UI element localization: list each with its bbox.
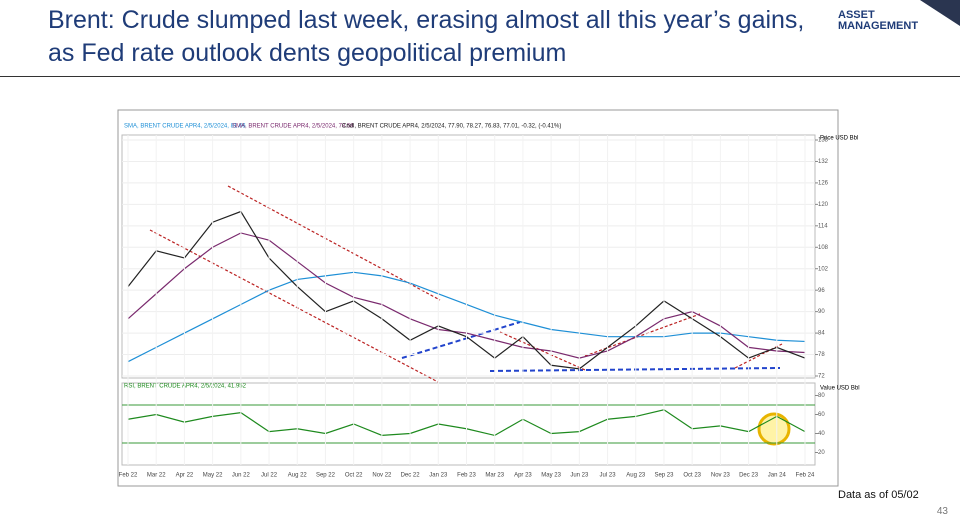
x-tick-label: Nov 23 <box>711 473 731 479</box>
price-panel <box>121 134 816 379</box>
y-tick-label: 90 <box>818 309 825 315</box>
y-tick-label: 60 <box>818 412 825 418</box>
x-tick-label: Jan 23 <box>429 473 448 479</box>
support-2 <box>489 367 781 372</box>
y-tick-label: 102 <box>818 266 829 272</box>
x-tick-label: Feb 22 <box>119 473 138 479</box>
y-tick-label: 114 <box>818 223 828 229</box>
rsi-panel <box>121 382 816 466</box>
page-number: 43 <box>936 506 948 517</box>
trendlines <box>149 185 783 383</box>
x-tick-label: Apr 22 <box>176 473 194 479</box>
legend-entry: Cndl, BRENT CRUDE APR4, 2/5/2024, 77.90,… <box>342 124 561 130</box>
x-tick-label: Sep 22 <box>316 473 336 479</box>
trend-up <box>584 313 701 357</box>
x-tick-label: Jul 23 <box>600 473 617 479</box>
channel-bottom <box>149 229 439 383</box>
support-1 <box>401 321 521 359</box>
x-tick-label: May 23 <box>541 473 561 479</box>
data-note: Data as of 05/02 <box>838 489 919 501</box>
x-tick-label: Oct 22 <box>345 473 363 479</box>
x-tick-label: Mar 22 <box>147 473 166 479</box>
x-tick-label: Dec 23 <box>739 473 759 479</box>
y-tick-label: 72 <box>818 374 825 380</box>
x-tick-label: Jun 23 <box>570 473 589 479</box>
x-tick-label: Apr 23 <box>514 473 532 479</box>
x-tick-label: Feb 24 <box>796 473 815 479</box>
x-tick-label: May 22 <box>203 473 223 479</box>
y-tick-label: 126 <box>818 180 829 186</box>
title-rule <box>0 76 960 77</box>
legend-entry: SMA, BRENT CRUDE APR4, 2/5/2024, 81.66 <box>124 124 246 130</box>
x-tick-label: Aug 23 <box>626 473 646 479</box>
x-tick-label: Mar 23 <box>485 473 504 479</box>
x-tick-label: Nov 22 <box>372 473 392 479</box>
y-tick-label: 84 <box>818 331 825 337</box>
y-tick-label: 132 <box>818 159 829 165</box>
x-tick-label: Jul 22 <box>261 473 278 479</box>
channel-top <box>227 185 441 301</box>
y-tick-label: 20 <box>818 450 825 456</box>
legend-entry: SMA, BRENT CRUDE APR4, 2/5/2024, 78.58 <box>232 124 354 130</box>
slide-title: Brent: Crude slumped last week, erasing … <box>48 6 805 67</box>
trend-down <box>499 331 586 371</box>
y-tick-label: 80 <box>818 393 825 399</box>
x-tick-label: Aug 22 <box>288 473 308 479</box>
x-tick-label: Oct 23 <box>683 473 701 479</box>
x-tick-label: Jan 24 <box>768 473 787 479</box>
x-tick-label: Jun 22 <box>232 473 251 479</box>
x-tick-label: Sep 23 <box>654 473 674 479</box>
legend-entry: RSI, BRENT CRUDE APR4, 2/5/2024, 41.952 <box>124 384 247 390</box>
y-tick-label: 96 <box>818 288 825 294</box>
y-tick-label: 78 <box>818 352 825 358</box>
logo-text: ASSET MANAGEMENT <box>838 9 919 32</box>
y-axis-label: Price USD Bbl <box>820 136 858 142</box>
x-tick-label: Feb 23 <box>457 473 476 479</box>
y-tick-label: 108 <box>818 245 829 251</box>
trend-up-2 <box>734 343 783 369</box>
x-tick-label: Dec 22 <box>401 473 421 479</box>
y-axis-label: Value USD Bbl <box>820 386 860 392</box>
y-tick-label: 120 <box>818 202 829 208</box>
logo-mark <box>920 0 960 26</box>
y-tick-label: 138 <box>818 138 829 144</box>
y-tick-label: 40 <box>818 431 825 437</box>
